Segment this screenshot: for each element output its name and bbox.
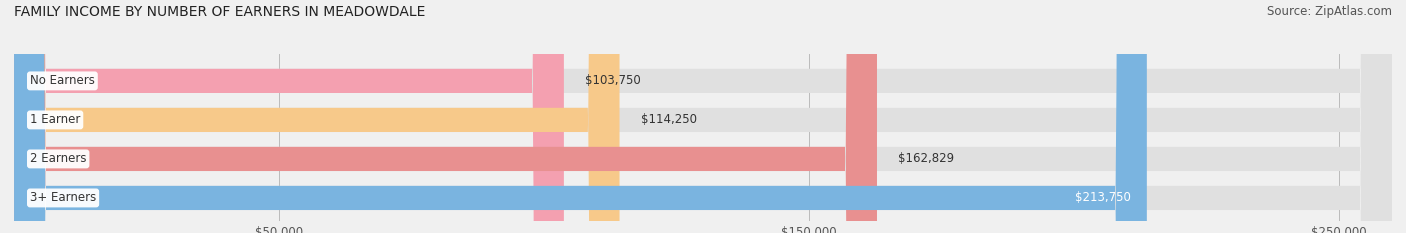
Text: 2 Earners: 2 Earners xyxy=(30,152,86,165)
Text: $162,829: $162,829 xyxy=(898,152,955,165)
FancyBboxPatch shape xyxy=(14,0,1392,233)
Text: 3+ Earners: 3+ Earners xyxy=(30,192,96,204)
FancyBboxPatch shape xyxy=(14,0,564,233)
Text: No Earners: No Earners xyxy=(30,74,94,87)
Text: 1 Earner: 1 Earner xyxy=(30,113,80,127)
FancyBboxPatch shape xyxy=(14,0,1392,233)
Text: $114,250: $114,250 xyxy=(641,113,697,127)
FancyBboxPatch shape xyxy=(14,0,620,233)
FancyBboxPatch shape xyxy=(14,0,1147,233)
Text: $213,750: $213,750 xyxy=(1076,192,1130,204)
FancyBboxPatch shape xyxy=(14,0,1392,233)
FancyBboxPatch shape xyxy=(14,0,1392,233)
Text: Source: ZipAtlas.com: Source: ZipAtlas.com xyxy=(1267,5,1392,18)
FancyBboxPatch shape xyxy=(14,0,877,233)
Text: $103,750: $103,750 xyxy=(585,74,641,87)
Text: FAMILY INCOME BY NUMBER OF EARNERS IN MEADOWDALE: FAMILY INCOME BY NUMBER OF EARNERS IN ME… xyxy=(14,5,426,19)
